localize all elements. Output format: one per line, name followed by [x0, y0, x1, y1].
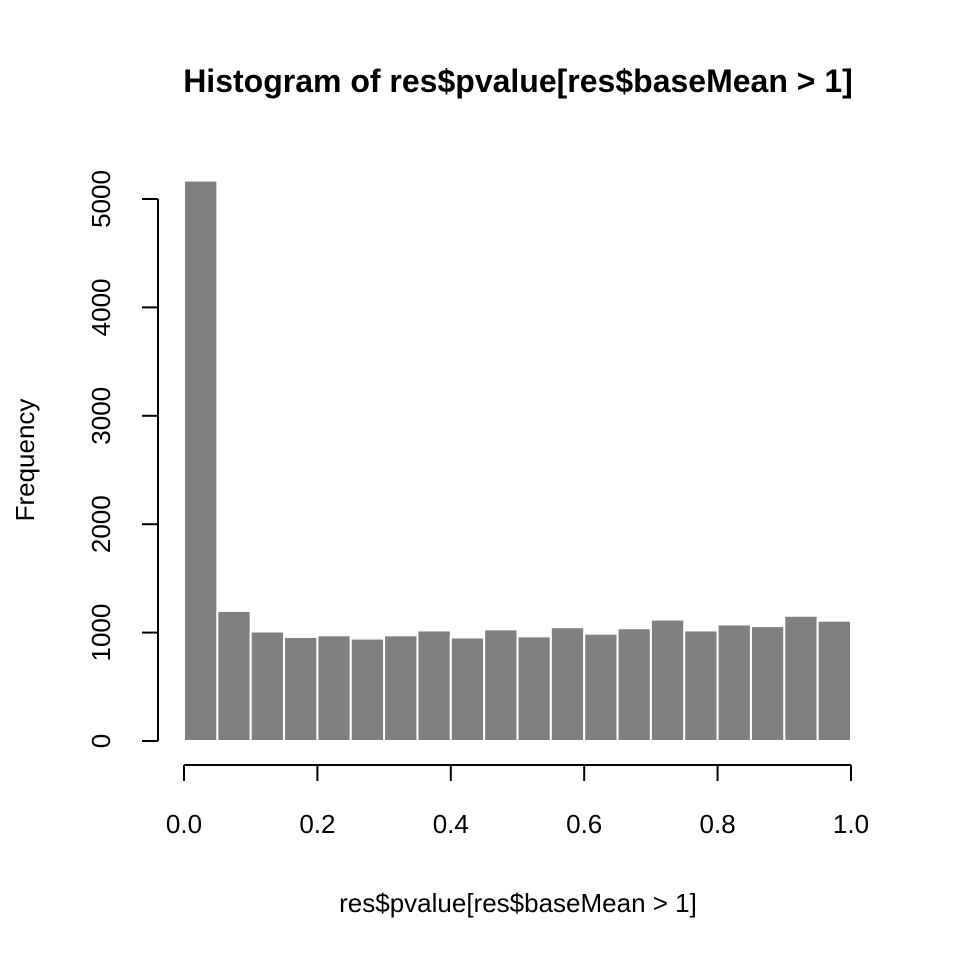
x-tick-label: 0.0: [166, 809, 202, 839]
y-tick-label: 4000: [86, 278, 116, 336]
histogram-bar-4: [316, 634, 352, 742]
x-axis: 0.0 0.2 0.4 0.6 0.8 1.0: [166, 764, 869, 839]
x-tick-label: 0.4: [433, 809, 469, 839]
x-tick-label: 0.8: [700, 809, 736, 839]
y-axis: 0 1000 2000 3000 4000 5000: [86, 170, 159, 748]
histogram-bar-12: [583, 632, 619, 743]
chart-title: Histogram of res$pvalue[res$baseMean > 1…: [183, 63, 853, 99]
histogram-bar-10: [516, 635, 552, 742]
histogram-bar-16: [716, 623, 752, 742]
x-axis-ticks: 0.0 0.2 0.4 0.6 0.8 1.0: [166, 765, 869, 839]
y-tick-label: 5000: [86, 170, 116, 228]
histogram-bar-0: [183, 179, 219, 742]
y-axis-label: Frequency: [10, 399, 40, 522]
y-tick-label: 3000: [86, 387, 116, 445]
histogram-bar-7: [416, 629, 452, 743]
y-tick-label: 0: [86, 734, 116, 748]
histogram-bars: [183, 179, 853, 743]
y-axis-ticks: 0 1000 2000 3000 4000 5000: [86, 170, 158, 748]
histogram-bar-13: [616, 627, 652, 742]
histogram-bar-18: [783, 614, 819, 742]
histogram-bar-1: [216, 609, 252, 742]
histogram-bar-19: [816, 619, 853, 743]
histogram-bar-17: [749, 625, 786, 743]
histogram-bar-8: [449, 636, 486, 743]
y-tick-label: 1000: [86, 604, 116, 662]
x-axis-label: res$pvalue[res$baseMean > 1]: [339, 888, 697, 918]
histogram-bar-9: [483, 628, 519, 743]
histogram-bar-3: [283, 635, 319, 742]
histogram-bar-6: [383, 634, 419, 742]
x-tick-label: 0.6: [566, 809, 602, 839]
histogram-bar-15: [683, 629, 719, 743]
x-tick-label: 1.0: [833, 809, 869, 839]
histogram-bar-2: [249, 630, 286, 742]
histogram-bar-11: [549, 626, 586, 742]
y-tick-label: 2000: [86, 495, 116, 553]
x-tick-label: 0.2: [299, 809, 335, 839]
histogram-bar-5: [349, 637, 386, 743]
histogram-bar-14: [649, 618, 686, 742]
